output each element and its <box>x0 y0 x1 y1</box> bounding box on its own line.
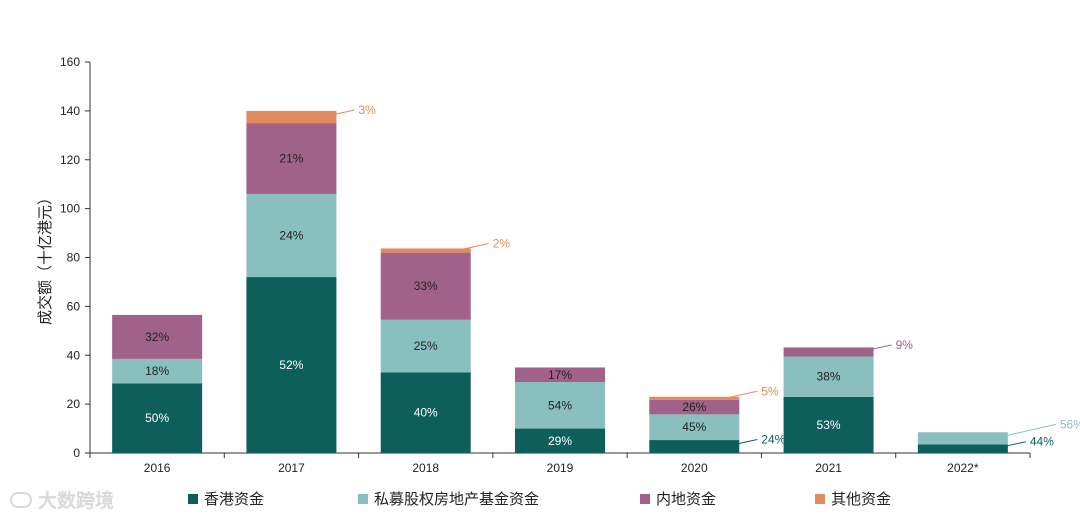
bar-segment <box>380 319 471 373</box>
data-label: 5% <box>761 384 779 398</box>
data-label: 25% <box>414 339 438 353</box>
data-label: 9% <box>896 338 914 352</box>
bar-segment <box>112 314 203 359</box>
data-label: 40% <box>414 406 438 420</box>
bar-segment <box>246 123 337 194</box>
watermark-logo-icon <box>10 491 32 508</box>
y-tick-label: 160 <box>60 55 80 69</box>
bar-segment <box>783 356 874 397</box>
y-tick-label: 40 <box>67 348 81 362</box>
bar-segment <box>783 347 874 357</box>
data-label: 24% <box>279 229 303 243</box>
data-label: 21% <box>279 152 303 166</box>
data-label: 50% <box>145 411 169 425</box>
legend: 香港资金 私募股权房地产基金资金 内地资金 其他资金 <box>0 482 1080 512</box>
bar-segment <box>649 396 740 400</box>
legend-label-pe-funds: 私募股权房地产基金资金 <box>374 490 540 508</box>
data-label: 44% <box>1030 435 1054 449</box>
y-tick-label: 60 <box>67 299 81 313</box>
y-tick-label: 120 <box>60 153 80 167</box>
legend-label-hk-funds: 香港资金 <box>204 490 265 508</box>
x-tick-label: 2017 <box>278 461 305 475</box>
bar-segment <box>246 277 337 453</box>
bar-segment <box>649 414 740 441</box>
data-label: 53% <box>817 418 841 432</box>
bar-segment <box>246 110 337 124</box>
bar-segment <box>246 193 337 278</box>
data-label: 3% <box>358 103 376 117</box>
segment-labels: 50% 18% 32% 52% 24% 21% 3% 40% 25% 33% 2% 29% 54% 17%… <box>145 103 1080 450</box>
watermark: 大数跨境 <box>10 486 114 513</box>
bar-segment <box>649 440 740 453</box>
watermark-text: 大数跨境 <box>38 490 115 512</box>
data-label-leader-line <box>456 243 489 252</box>
data-label: 33% <box>414 279 438 293</box>
y-tick-label: 100 <box>60 202 80 216</box>
y-tick-label: 140 <box>60 104 80 118</box>
data-label: 18% <box>145 364 169 378</box>
legend-swatch-other-funds <box>815 493 825 504</box>
data-label: 54% <box>548 398 572 412</box>
x-tick-label: 2016 <box>144 461 171 475</box>
data-label: 29% <box>548 434 572 448</box>
data-label-leader-line <box>993 423 1056 439</box>
bar-segment <box>917 444 1008 453</box>
x-tick-label: 2020 <box>681 461 708 475</box>
data-label: 26% <box>682 400 706 414</box>
bar-segment <box>649 399 740 415</box>
legend-item-mainland-funds: 内地资金 <box>640 488 716 509</box>
legend-item-other-funds: 其他资金 <box>815 488 891 509</box>
data-label-leader-line <box>993 441 1026 450</box>
legend-item-pe-funds: 私募股权房地产基金资金 <box>358 488 539 509</box>
data-label: 45% <box>682 420 706 434</box>
y-tick-label: 20 <box>67 397 81 411</box>
bar-segment <box>380 372 471 453</box>
bar-segment <box>380 252 471 320</box>
x-tick-label: 2019 <box>547 461 574 475</box>
legend-label-other-funds: 其他资金 <box>831 490 892 508</box>
bar-segment <box>380 248 471 253</box>
data-label: 38% <box>817 370 841 384</box>
legend-item-hk-funds: 香港资金 <box>188 488 264 509</box>
bar-segment <box>112 383 203 453</box>
bars <box>112 110 1008 453</box>
bar-segment <box>112 358 203 384</box>
data-label-leader-line <box>725 390 758 399</box>
data-label: 52% <box>279 358 303 372</box>
legend-swatch-pe-funds <box>358 493 368 504</box>
data-label-leader-line <box>322 109 355 118</box>
data-label: 17% <box>548 368 572 382</box>
bar-segment <box>783 396 874 453</box>
bar-segment <box>515 428 605 453</box>
bar-segment <box>515 382 605 429</box>
data-label: 32% <box>145 330 169 344</box>
bar-segment <box>515 367 605 383</box>
legend-label-mainland-funds: 内地资金 <box>656 490 717 508</box>
data-label-leader-line <box>725 439 758 448</box>
legend-swatch-mainland-funds <box>640 493 650 504</box>
legend-swatch-hk-funds <box>188 493 198 504</box>
data-label: 56% <box>1060 417 1080 431</box>
y-tick-label: 0 <box>73 446 80 460</box>
x-tick-label: 2022* <box>947 461 979 475</box>
data-label-leader-line <box>859 344 892 353</box>
data-label: 2% <box>493 237 511 251</box>
y-tick-label: 80 <box>67 251 81 265</box>
x-tick-label: 2021 <box>815 461 842 475</box>
bar-segment <box>917 432 1008 445</box>
data-label: 24% <box>761 433 785 447</box>
y-axis-label: 成交额（十亿港元） <box>36 190 54 325</box>
x-tick-label: 2018 <box>412 461 439 475</box>
stacked-bar-chart: 成交额（十亿港元） 0 20 40 60 80 100 120 140 160 2016 2017 2… <box>36 55 1080 475</box>
